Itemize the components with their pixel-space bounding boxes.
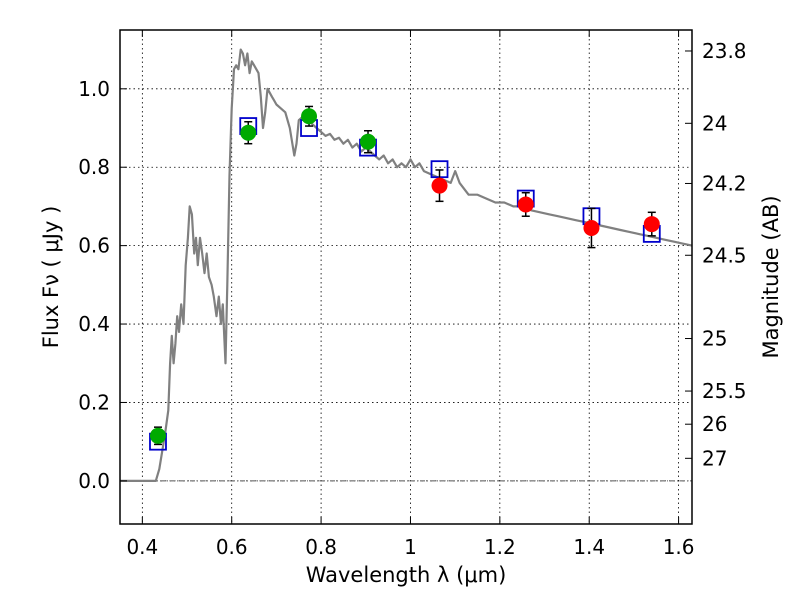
data-point xyxy=(517,196,534,213)
y-tick-label: 0.2 xyxy=(78,390,110,414)
right-tick-label: 27 xyxy=(702,446,727,470)
right-tick-label: 23.8 xyxy=(702,39,747,63)
model-spectrum-line xyxy=(120,48,693,482)
y-tick-label: 0.4 xyxy=(78,312,110,336)
data-point xyxy=(643,216,660,233)
data-point xyxy=(431,177,448,194)
x-tick-label: 1.4 xyxy=(573,535,605,559)
data-point xyxy=(583,219,600,236)
x-tick-label: 1 xyxy=(404,535,417,559)
y-tick-label: 0.8 xyxy=(78,155,110,179)
grid-lines xyxy=(120,30,692,524)
right-tick-label: 26 xyxy=(702,412,727,436)
right-tick-label: 24.5 xyxy=(702,243,747,267)
right-axis-label: Magnitude (AB) xyxy=(759,195,783,358)
right-tick-label: 24.2 xyxy=(702,171,747,195)
right-tick-label: 24 xyxy=(702,111,727,135)
right-tick-label: 25.5 xyxy=(702,379,747,403)
data-point xyxy=(301,108,318,125)
x-tick-label: 0.8 xyxy=(305,535,337,559)
right-tick-label: 25 xyxy=(702,327,727,351)
x-tick-label: 0.6 xyxy=(216,535,248,559)
data-point xyxy=(149,427,166,444)
axis-ticks: 0.4 0.6 0.8 1 1.2 1.4 1.6 0.0 0.2 0.4 0.6 0.8 1.0 23.… xyxy=(78,30,747,559)
x-tick-label: 0.4 xyxy=(126,535,158,559)
data-point xyxy=(240,124,257,141)
y-tick-label: 0.6 xyxy=(78,234,110,258)
x-tick-label: 1.2 xyxy=(484,535,516,559)
plot-area xyxy=(120,48,693,482)
y-tick-label: 1.0 xyxy=(78,77,110,101)
data-point xyxy=(360,133,377,150)
x-tick-label: 1.6 xyxy=(663,535,695,559)
x-axis-label: Wavelength λ (μm) xyxy=(306,563,507,587)
y-axis-label: Flux Fν ( μJy ) xyxy=(39,206,63,349)
y-tick-label: 0.0 xyxy=(78,469,110,493)
plot-frame xyxy=(119,29,693,525)
